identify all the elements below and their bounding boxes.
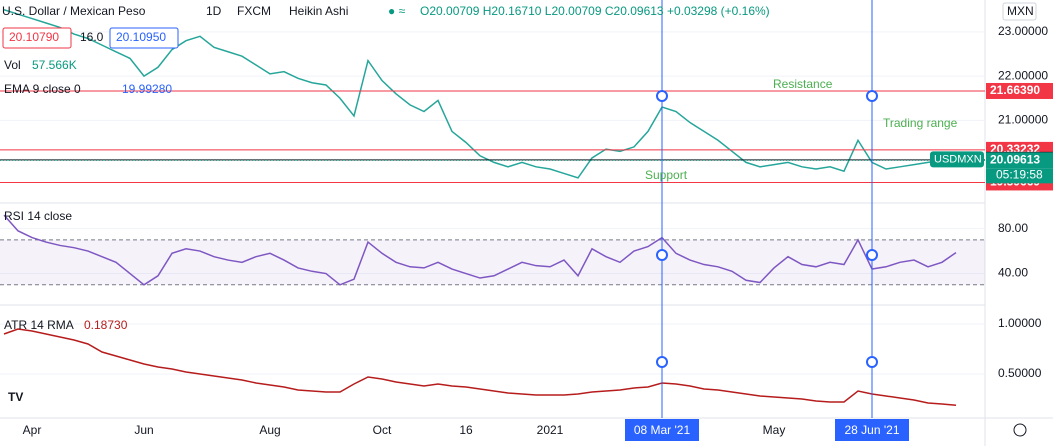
x-tick-label: Jun	[134, 423, 153, 437]
atr-legend: ATR 14 RMA	[4, 318, 74, 332]
sell-button[interactable]	[2, 27, 72, 49]
annotation: Trading range	[883, 116, 958, 130]
y-tick-label: 1.00000	[998, 316, 1042, 330]
symbol: U.S. Dollar / Mexican Peso	[2, 4, 146, 18]
annotation: Resistance	[773, 77, 833, 91]
overlay: U.S. Dollar / Mexican Peso 1D FXCM Heiki…	[2, 2, 1037, 437]
x-tick-label: Apr	[23, 423, 42, 437]
price-label: 21.66390	[990, 83, 1040, 97]
y-tick-label: 23.00000	[998, 24, 1048, 38]
x-tick-label: May	[763, 423, 786, 437]
x-tick-label: 2021	[537, 423, 564, 437]
line-handle	[866, 249, 878, 261]
interval: 1D	[206, 4, 222, 18]
rsi-legend: RSI 14 close	[4, 209, 72, 223]
band-fill	[0, 239, 985, 285]
y-tick-label: 21.00000	[998, 113, 1048, 127]
series-line	[3, 214, 957, 286]
legend-value: 57.566K	[32, 58, 77, 72]
ticker-tag-bg	[930, 151, 984, 168]
series-line	[3, 9, 956, 179]
y-tick-label: 0.50000	[998, 366, 1042, 380]
x-tick-label: 28 Jun '21	[844, 423, 899, 437]
currency[interactable]: MXN	[1007, 4, 1034, 18]
legend-value: 19.99280	[122, 82, 172, 96]
line-handle	[866, 90, 878, 102]
ticker-tag: USDMXN	[934, 153, 982, 165]
y-tick-label: 80.00	[998, 221, 1028, 235]
close: C20.09613	[605, 4, 664, 18]
x-tick-label: 16	[459, 423, 473, 437]
price-label-bg	[986, 152, 1053, 169]
low: L20.00709	[545, 4, 602, 18]
buy-button[interactable]	[109, 27, 179, 49]
line-handle	[866, 356, 878, 368]
price-label: 20.09613	[990, 153, 1040, 167]
atr-legend-value: 0.18730	[84, 318, 128, 332]
time-label-bg	[835, 419, 909, 441]
line-handle	[656, 90, 668, 102]
status-icons[interactable]: ● ≈	[388, 4, 406, 18]
exchange: FXCM	[237, 4, 271, 18]
legend-name: EMA 9 close 0	[4, 82, 81, 96]
countdown-bg	[986, 168, 1053, 184]
y-tick-label: 40.00	[998, 266, 1028, 280]
line-handle	[656, 249, 668, 261]
chart-style: Heikin Ashi	[289, 4, 348, 18]
change: +0.03298 (+0.16%)	[667, 4, 770, 18]
line-handle	[656, 356, 668, 368]
time-label-bg	[625, 419, 699, 441]
x-tick-label: Oct	[373, 423, 392, 437]
countdown: 05:19:58	[996, 168, 1043, 182]
y-tick-label: 22.00000	[998, 68, 1048, 82]
open: O20.00709	[420, 4, 480, 18]
legend-name: Vol	[4, 58, 21, 72]
logo: TV	[8, 390, 23, 404]
currency-button[interactable]	[1002, 2, 1037, 21]
x-tick-label: 08 Mar '21	[634, 423, 691, 437]
ohlc: O20.00709 H20.16710 L20.00709 C20.09613 …	[420, 4, 770, 18]
price-label-bg	[986, 82, 1053, 99]
settings-button[interactable]	[1013, 423, 1027, 437]
high: H20.16710	[483, 4, 542, 18]
series-line	[3, 328, 957, 407]
annotation: Support	[645, 168, 688, 182]
sell-price[interactable]: 20.10790	[9, 30, 59, 44]
spread: 16.0	[80, 30, 104, 44]
buy-price[interactable]: 20.10950	[116, 30, 166, 44]
x-tick-label: Aug	[259, 423, 280, 437]
